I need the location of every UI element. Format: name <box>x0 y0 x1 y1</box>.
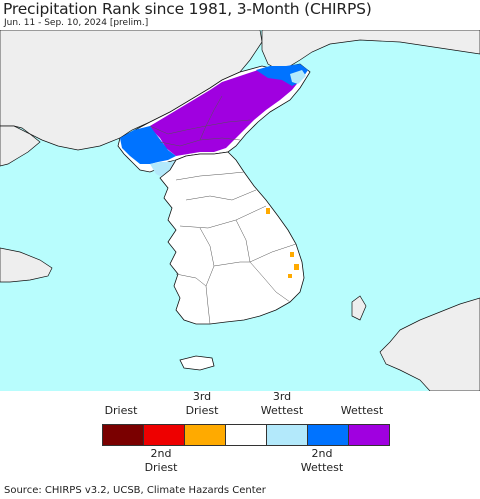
legend-swatch-wettest <box>349 425 389 445</box>
third-driest-spots <box>266 208 299 278</box>
liaodong-coast <box>0 125 41 167</box>
jeju-island <box>179 355 215 371</box>
legend-label-3rd-wettest-text: 3rd Wettest <box>260 390 304 417</box>
legend-swatch-3rd-driest <box>185 425 226 445</box>
legend-swatch-normal <box>226 425 267 445</box>
legend-swatch-2nd-wettest <box>308 425 349 445</box>
map-subtitle: Jun. 11 - Sep. 10, 2024 [prelim.] <box>4 18 149 28</box>
legend-label-3rd-wettest: 3rd Wettest <box>261 390 303 418</box>
legend-label-3rd-driest-text: 3rd Driest <box>185 390 219 417</box>
legend-label-wettest: Wettest <box>340 404 384 417</box>
tsushima-island <box>351 295 367 321</box>
source-credit: Source: CHIRPS v3.2, UCSB, Climate Hazar… <box>4 485 266 496</box>
legend-label-driest: Driest <box>104 404 138 417</box>
legend-swatch-3rd-wettest <box>267 425 308 445</box>
legend-swatch-driest <box>103 425 144 445</box>
legend-label-3rd-driest: 3rd Driest <box>186 390 219 418</box>
legend-color-bar <box>102 424 390 446</box>
legend-swatch-2nd-driest <box>144 425 185 445</box>
province-borders <box>149 95 297 325</box>
second-wettest-area <box>120 126 176 164</box>
south-korea-landmass <box>159 151 305 325</box>
china-landmass <box>0 30 263 151</box>
map-title: Precipitation Rank since 1981, 3-Month (… <box>3 0 372 18</box>
legend-label-2nd-driest: 2nd Driest <box>145 447 178 475</box>
wettest-area <box>150 70 300 156</box>
japan-landmass <box>379 297 480 391</box>
precipitation-rank-map <box>0 30 480 391</box>
third-wettest-area-ne <box>290 70 306 84</box>
russia-landmass <box>261 30 480 71</box>
legend-label-2nd-wettest: 2nd Wettest <box>301 447 343 475</box>
legend-label-2nd-driest-text: 2nd Driest <box>144 447 178 474</box>
legend-label-2nd-wettest-text: 2nd Wettest <box>300 447 344 474</box>
shandong-coast <box>0 247 53 283</box>
